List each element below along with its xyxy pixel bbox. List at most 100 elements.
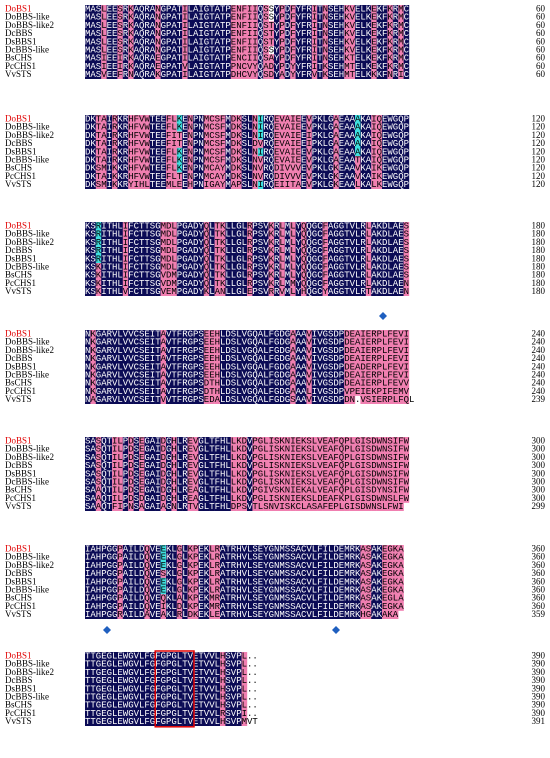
- residue-bg: [193, 354, 199, 363]
- residue-bg: [252, 115, 258, 124]
- residue-bg: [263, 37, 269, 47]
- residue-bg: [398, 478, 404, 487]
- residue-bg: [247, 362, 253, 372]
- residue-bg: [220, 115, 226, 124]
- residue-bg: [166, 254, 172, 264]
- residue-bg: [247, 478, 253, 487]
- residue-bg: [166, 37, 172, 47]
- residue-bg: [290, 338, 296, 347]
- residue-bg: [236, 29, 242, 38]
- residue-bg: [117, 577, 123, 587]
- residue-bg: [117, 13, 123, 22]
- residue-bg: [306, 553, 312, 562]
- residue-bg: [133, 254, 140, 264]
- residue-bg: [328, 246, 334, 255]
- sequence: TTGEGLEWGVLFGFGPGLTVETVVLHSVPL..: [85, 684, 258, 694]
- residue-bg: [95, 445, 102, 454]
- residue-bg: [290, 70, 296, 79]
- residue-bg: [382, 561, 388, 570]
- residue-bg: [182, 371, 188, 380]
- residue-bg: [328, 486, 334, 495]
- residue-bg: [225, 478, 231, 487]
- residue-bg: [398, 387, 404, 396]
- residue-bg: [387, 437, 393, 446]
- residue-bg: [193, 545, 199, 554]
- residue-bg: [322, 461, 329, 470]
- residue-bg: [225, 717, 231, 726]
- residue-bg: [214, 553, 221, 562]
- residue-bg: [344, 602, 350, 611]
- residue-bg: [274, 147, 280, 157]
- residue-bg: [252, 338, 258, 347]
- residue-bg: [214, 123, 221, 132]
- residue-bg: [144, 684, 150, 694]
- residue-bg: [257, 330, 264, 339]
- residue-bg: [187, 123, 194, 132]
- residue-bg: [317, 254, 323, 264]
- residue-bg: [95, 139, 102, 148]
- residue-bg: [101, 502, 107, 511]
- residue-bg: [176, 693, 183, 702]
- residue-bg: [133, 469, 140, 479]
- residue-bg: [225, 287, 231, 296]
- residue-bg: [376, 115, 383, 124]
- residue-bg: [403, 453, 410, 462]
- residue-bg: [371, 21, 377, 30]
- residue-bg: [225, 139, 231, 148]
- residue-bg: [349, 545, 356, 554]
- residue-bg: [160, 46, 167, 55]
- residue-bg: [193, 156, 199, 165]
- residue-bg: [90, 478, 96, 487]
- residue-bg: [322, 602, 329, 611]
- sequence-name: DcBBS: [5, 460, 33, 470]
- sequence: DKTAIRKRHFVWTEEFITENPNMCSFMDKSLDVRQEVAIE…: [85, 139, 409, 149]
- residue-bg: [112, 453, 118, 462]
- residue-bg: [382, 238, 388, 247]
- residue-bg: [112, 717, 118, 726]
- residue-bg: [166, 577, 172, 587]
- residue-bg: [241, 46, 248, 55]
- residue-bg: [139, 445, 145, 454]
- residue-bg: [220, 494, 226, 503]
- residue-bg: [139, 222, 145, 231]
- residue-bg: [263, 338, 269, 347]
- residue-bg: [182, 545, 188, 554]
- residue-bg: [187, 561, 194, 570]
- residue-bg: [101, 131, 107, 140]
- residue-bg: [149, 684, 156, 694]
- residue-bg: [284, 230, 291, 239]
- residue-bg: [263, 502, 269, 511]
- sequence-name: DoBS1: [5, 329, 32, 339]
- residue-bg: [220, 469, 226, 479]
- residue-bg: [290, 263, 296, 272]
- residue-bg: [398, 13, 404, 22]
- residue-bg: [252, 172, 258, 181]
- residue-bg: [128, 561, 134, 570]
- residue-bg: [193, 230, 199, 239]
- residue-bg: [382, 147, 388, 157]
- residue-bg: [295, 461, 302, 470]
- residue-bg: [230, 478, 237, 487]
- residue-bg: [122, 37, 129, 47]
- residue-bg: [106, 494, 113, 503]
- residue-bg: [203, 37, 210, 47]
- residue-bg: [328, 54, 334, 63]
- residue-bg: [176, 230, 183, 239]
- residue-bg: [117, 478, 123, 487]
- residue-bg: [365, 131, 372, 140]
- residue-bg: [214, 569, 221, 578]
- residue-bg: [101, 371, 107, 380]
- residue-bg: [382, 371, 388, 380]
- residue-bg: [187, 453, 194, 462]
- residue-bg: [166, 131, 172, 140]
- residue-bg: [101, 709, 107, 718]
- residue-bg: [133, 371, 140, 380]
- residue-bg: [198, 131, 204, 140]
- residue-bg: [171, 577, 177, 587]
- residue-bg: [176, 602, 183, 611]
- residue-bg: [247, 21, 253, 30]
- residue-bg: [306, 371, 312, 380]
- residue-bg: [144, 115, 150, 124]
- residue-bg: [382, 131, 388, 140]
- residue-bg: [187, 279, 194, 288]
